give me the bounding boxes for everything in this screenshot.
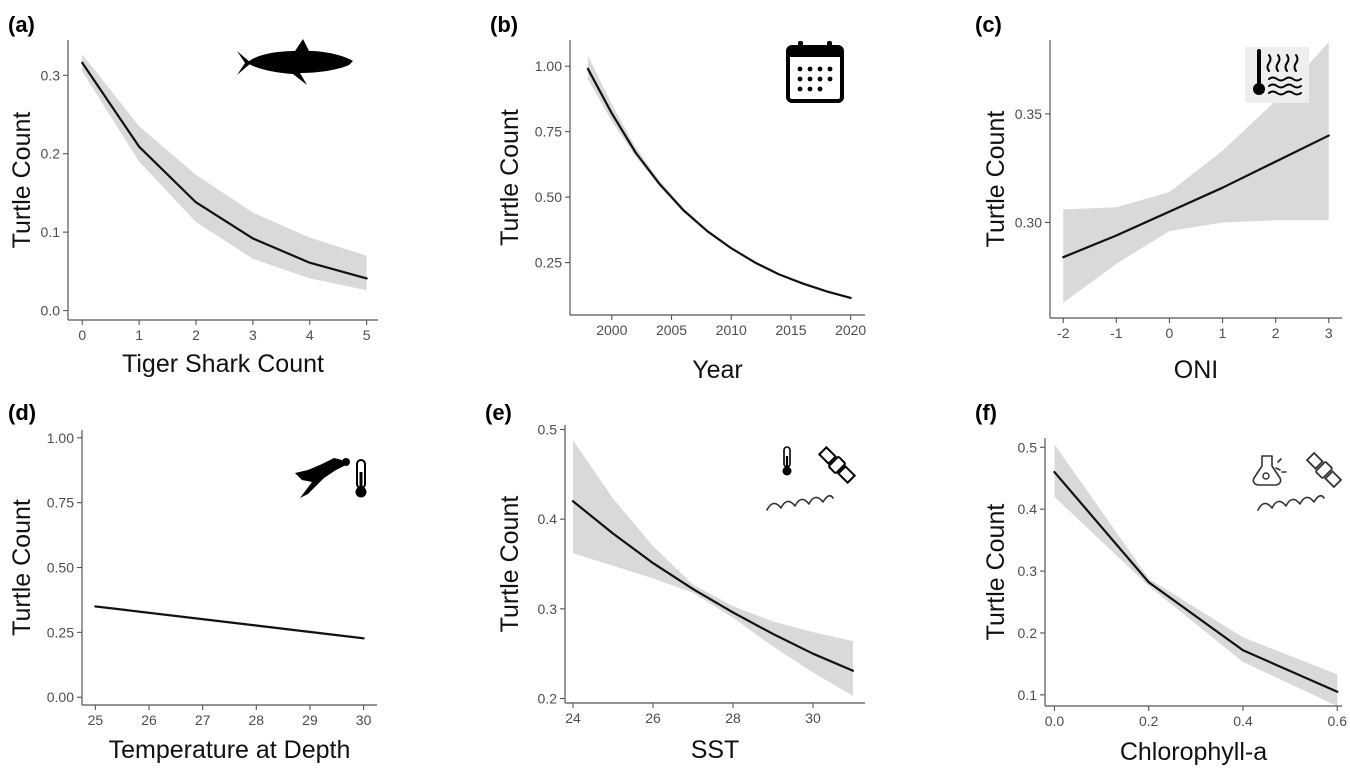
- x-tick-label: 0.2: [1139, 713, 1159, 729]
- y-axis-title: Turtle Count: [982, 111, 1010, 248]
- y-tick-label: 1.00: [47, 430, 74, 446]
- fitted-curve: [586, 67, 852, 300]
- panel-label: (a): [8, 12, 35, 37]
- y-tick-label: 1.00: [535, 58, 562, 74]
- x-tick-label: 26: [141, 712, 157, 728]
- x-tick-label: 1: [1219, 325, 1227, 341]
- x-axis-title: SST: [691, 736, 740, 764]
- panel-label: (c): [975, 12, 1002, 37]
- fitted-curve: [1053, 470, 1339, 693]
- x-tick-label: 26: [645, 710, 661, 726]
- confidence-band: [1063, 42, 1329, 303]
- y-tick-label: 0.4: [1018, 501, 1038, 517]
- y-tick-label: 0.30: [1015, 214, 1042, 230]
- x-tick-label: -2: [1057, 325, 1070, 341]
- shark-icon: [237, 39, 353, 85]
- x-axis-title: Chlorophyll-a: [1120, 738, 1267, 766]
- x-tick-label: 30: [356, 712, 372, 728]
- x-axis-title: Year: [692, 356, 743, 384]
- chart-panel-c: (c) -2 -1 0 1 2 3 0.30 0.35 ONI Turtle Count: [975, 12, 1342, 384]
- x-tick-label: 2010: [716, 322, 747, 338]
- x-tick-label: 24: [565, 710, 581, 726]
- ocean-thermometer-icon: [1245, 47, 1309, 103]
- x-tick-label: -1: [1110, 325, 1123, 341]
- x-tick-label: 1: [135, 327, 143, 343]
- x-tick-label: 2: [192, 327, 200, 343]
- calendar-icon: [786, 41, 844, 103]
- fitted-curve: [571, 500, 855, 672]
- y-tick-label: 0.50: [535, 189, 562, 205]
- x-tick-label: 2005: [656, 322, 687, 338]
- flask-satellite-waves-icon: [1252, 451, 1343, 511]
- y-tick-label: 0.3: [41, 67, 61, 83]
- chart-panel-a: (a) 0 1 2 3 4 5 0.0 0.1 0.2 0.3 Tiger Shark Count Tu…: [8, 12, 378, 378]
- diver-thermometer-icon: [295, 458, 367, 498]
- y-axis-title: Turtle Count: [496, 109, 524, 246]
- x-tick-label: 0: [1166, 325, 1174, 341]
- y-tick-label: 0.1: [41, 224, 61, 240]
- y-tick-label: 0.5: [1018, 439, 1038, 455]
- x-tick-label: 5: [363, 327, 371, 343]
- y-tick-label: 0.3: [538, 601, 558, 617]
- x-tick-label: 2015: [775, 322, 806, 338]
- panel-label: (f): [975, 400, 997, 425]
- y-tick-label: 0.25: [535, 255, 562, 271]
- x-tick-label: 30: [805, 710, 821, 726]
- y-tick-label: 0.3: [1018, 563, 1038, 579]
- x-axis-title: ONI: [1174, 356, 1218, 384]
- x-tick-label: 0.6: [1328, 713, 1348, 729]
- y-tick-label: 0.35: [1015, 106, 1042, 122]
- chart-panel-d: (d) 25 26 27 28 29 30 0.00 0.25 0.50 0.75 1.00 Tempe…: [8, 400, 377, 764]
- y-axis-title: Turtle Count: [8, 112, 36, 249]
- x-tick-label: 2000: [596, 322, 627, 338]
- x-tick-label: 2020: [835, 322, 866, 338]
- y-tick-label: 0.2: [538, 691, 558, 707]
- fitted-curve: [1062, 134, 1330, 259]
- y-tick-label: 0.5: [538, 421, 558, 437]
- y-tick-label: 0.0: [41, 303, 61, 319]
- x-tick-label: 28: [249, 712, 265, 728]
- y-axis-title: Turtle Count: [982, 504, 1010, 641]
- chart-panel-b: (b) 2000 2005 2010 2015 2020 0.25 0.50 0.75 1.00 Y…: [490, 12, 866, 384]
- y-tick-label: 0.75: [535, 124, 562, 140]
- thermometer-satellite-waves-icon: [766, 445, 857, 511]
- confidence-band: [587, 55, 851, 299]
- panel-label: (d): [8, 400, 36, 425]
- x-tick-label: 2: [1272, 325, 1280, 341]
- y-tick-label: 0.25: [47, 624, 74, 640]
- x-tick-label: 27: [195, 712, 211, 728]
- chart-panel-f: (f) 0.0 0.2 0.4 0.6 0.1 0.2 0.3 0.4 0.5 Chlorophyl…: [975, 400, 1347, 766]
- x-axis-title: Temperature at Depth: [109, 736, 351, 764]
- y-tick-label: 0.75: [47, 495, 74, 511]
- x-tick-label: 25: [88, 712, 104, 728]
- y-tick-label: 0.2: [1018, 625, 1038, 641]
- x-tick-label: 4: [306, 327, 314, 343]
- panel-label: (b): [490, 12, 518, 37]
- confidence-band: [573, 440, 853, 696]
- x-tick-label: 3: [249, 327, 257, 343]
- y-tick-label: 0.50: [47, 560, 74, 576]
- x-axis-title: Tiger Shark Count: [122, 350, 324, 378]
- fitted-curve: [94, 605, 365, 640]
- chart-panel-e: (e) 24 26 28 30 0.2 0.3 0.4 0.5 SST Turtle Count: [485, 400, 865, 764]
- y-tick-label: 0.2: [41, 146, 61, 162]
- confidence-band: [82, 54, 367, 291]
- x-tick-label: 0: [78, 327, 86, 343]
- y-tick-label: 0.1: [1018, 687, 1038, 703]
- x-tick-label: 0.4: [1233, 713, 1253, 729]
- x-tick-label: 29: [302, 712, 318, 728]
- x-tick-label: 3: [1325, 325, 1333, 341]
- confidence-band: [1054, 444, 1338, 706]
- y-axis-title: Turtle Count: [496, 496, 524, 633]
- panel-label: (e): [485, 400, 512, 425]
- x-tick-label: 0.0: [1045, 713, 1065, 729]
- fitted-curve: [81, 61, 368, 280]
- y-axis-title: Turtle Count: [8, 499, 36, 636]
- y-tick-label: 0.4: [538, 511, 558, 527]
- y-tick-label: 0.00: [47, 689, 74, 705]
- x-tick-label: 28: [725, 710, 741, 726]
